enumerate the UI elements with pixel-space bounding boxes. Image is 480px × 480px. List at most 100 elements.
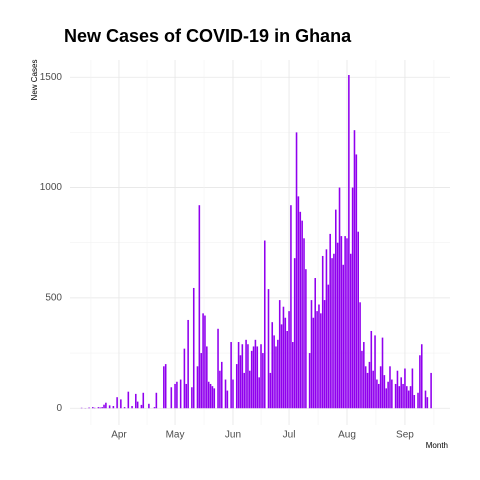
bar [402, 383, 404, 409]
bar [174, 383, 176, 409]
bar [334, 209, 337, 409]
bar [200, 353, 203, 409]
bar [385, 388, 388, 409]
bar [267, 289, 270, 409]
bar [321, 255, 324, 409]
bar [349, 253, 352, 409]
bar [209, 383, 212, 409]
bar [245, 339, 247, 409]
bar [232, 379, 234, 409]
bar [207, 381, 210, 409]
bar [295, 132, 298, 409]
bar [400, 377, 402, 409]
bar [409, 386, 412, 409]
bar [303, 238, 305, 409]
bar [256, 346, 259, 409]
bar [219, 370, 221, 409]
grid [70, 60, 450, 425]
bar [105, 402, 107, 409]
bar [103, 404, 105, 409]
bar [254, 339, 257, 409]
bar [361, 350, 363, 409]
x-tick-label: Jul [283, 430, 296, 441]
bar [419, 355, 421, 409]
bar [202, 313, 204, 409]
bar [374, 335, 376, 409]
bar [372, 370, 374, 409]
bar [88, 407, 90, 409]
bar [394, 383, 397, 409]
bar [187, 319, 189, 409]
bar [185, 383, 188, 409]
bar [204, 315, 206, 409]
bar [120, 399, 122, 409]
y-tick-label: 1500 [40, 72, 63, 83]
bar [308, 353, 311, 409]
bar [247, 344, 249, 409]
bar [381, 337, 384, 409]
bar [366, 372, 369, 409]
bar [97, 407, 100, 409]
bar [346, 238, 348, 409]
bar [127, 391, 130, 409]
bar [148, 403, 150, 409]
bar [406, 386, 408, 409]
bar [299, 211, 302, 409]
bar [211, 386, 214, 409]
bars [80, 75, 432, 409]
bar [424, 390, 427, 409]
bar [327, 284, 330, 409]
bar [278, 300, 281, 409]
bar [273, 335, 275, 409]
bar [206, 346, 208, 409]
bar [136, 401, 139, 409]
bar [239, 355, 242, 409]
bar [183, 348, 186, 409]
bar [312, 317, 315, 409]
bar [389, 366, 391, 409]
bar [140, 404, 143, 409]
y-axis-title: New Cases [30, 60, 39, 101]
bar [123, 407, 126, 409]
bar [340, 236, 343, 409]
bar [179, 379, 182, 409]
bar [155, 392, 158, 409]
x-tick-label: Aug [338, 430, 356, 441]
bar [275, 346, 277, 409]
bar [170, 387, 173, 409]
bar [220, 361, 223, 409]
bar [342, 264, 345, 409]
bar [396, 370, 399, 409]
bar [176, 381, 178, 409]
bar [314, 278, 317, 409]
bar [271, 322, 274, 409]
bar [316, 311, 318, 409]
bar [363, 342, 365, 409]
bar [280, 324, 283, 409]
bar [305, 269, 307, 409]
bar [383, 375, 386, 409]
bar [262, 353, 264, 409]
bar [301, 220, 303, 409]
bar [153, 407, 156, 409]
bar [325, 249, 328, 409]
bar [224, 379, 227, 409]
chart-title: New Cases of COVID-19 in Ghana [64, 26, 352, 46]
bar [413, 394, 416, 409]
bar [131, 406, 133, 409]
bar [351, 187, 354, 409]
bar [370, 330, 373, 409]
bar [426, 397, 429, 409]
bar [163, 366, 165, 409]
bar [344, 236, 346, 409]
bar [243, 372, 245, 409]
bar [288, 311, 290, 409]
bar [230, 342, 232, 409]
y-tick-label: 500 [45, 293, 62, 304]
bar [411, 368, 414, 409]
bar [379, 366, 382, 409]
bar [116, 397, 118, 409]
x-tick-label: Sep [396, 430, 414, 441]
bar [277, 339, 279, 409]
bar [323, 300, 326, 409]
